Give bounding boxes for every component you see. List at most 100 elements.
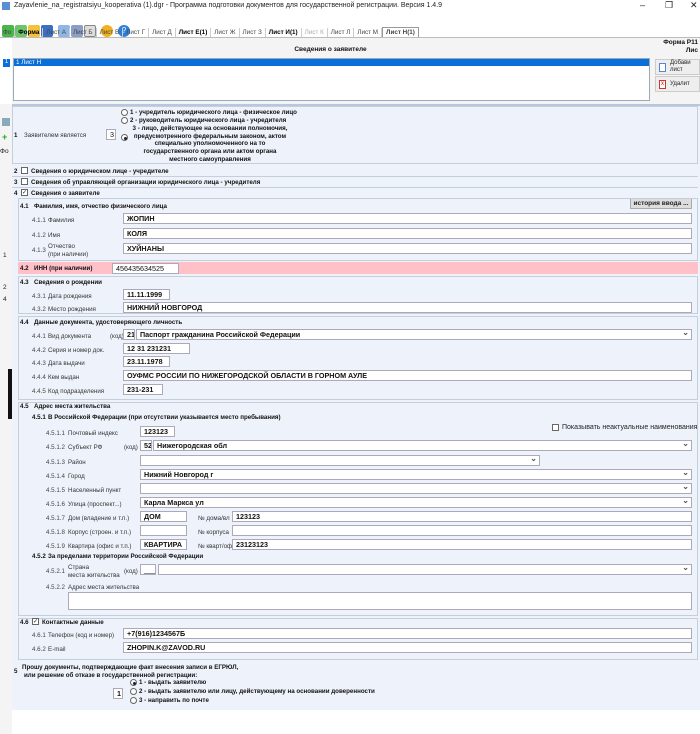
sheet-list[interactable]: 1 Лист Н — [13, 58, 650, 101]
section-4-label: Сведения о заявителе — [31, 190, 100, 197]
house-number-input[interactable]: 123123 — [232, 511, 692, 522]
region-select[interactable]: Нижегородская обл — [153, 440, 692, 451]
applicant-type-radio-1[interactable] — [121, 109, 128, 116]
delivery-radio-3[interactable] — [130, 697, 137, 704]
region-code[interactable]: 52 — [140, 440, 152, 451]
section-3-checkbox[interactable] — [21, 178, 28, 185]
add-icon[interactable]: + — [2, 132, 8, 142]
patronymic-input[interactable]: ХУЙНАНЫ — [123, 243, 692, 254]
section-label: За пределами территории Российской Федер… — [48, 553, 204, 560]
divider — [12, 176, 698, 177]
help-icon[interactable]: ? — [118, 25, 130, 37]
new-icon[interactable] — [2, 25, 14, 37]
code-label: (код) — [124, 568, 138, 575]
building-number-input[interactable] — [232, 525, 692, 536]
issue-date-input[interactable]: 23.11.1978 — [123, 356, 170, 367]
delivery-radio-1[interactable] — [130, 679, 137, 686]
left-tab: Фо — [0, 148, 9, 155]
flat-number-label: № кварт/оф — [198, 543, 233, 550]
option-label: 2 - выдать заявителю или лицу, действующ… — [139, 688, 375, 695]
mail-icon[interactable] — [84, 25, 96, 37]
tab-7[interactable]: Лист Е(1) — [176, 28, 212, 37]
section-4-1 — [18, 198, 698, 261]
section-2-checkbox[interactable] — [21, 167, 28, 174]
save-icon[interactable] — [41, 25, 53, 37]
tab-0[interactable]: Фо — [0, 28, 16, 37]
locality-label: Населенный пункт — [68, 487, 122, 494]
delete-sheet-label: Удалит — [670, 81, 690, 87]
field-num: 4.6.2 — [32, 646, 46, 653]
applicant-type-radio-2[interactable] — [121, 117, 128, 124]
send-icon[interactable] — [71, 25, 83, 37]
birth-date-input[interactable]: 11.11.1999 — [123, 289, 170, 300]
new-copy-icon[interactable] — [15, 25, 27, 37]
city-select[interactable]: Нижний Новгород г — [140, 469, 692, 480]
email-input[interactable]: ZHOPIN.K@ZAVOD.RU — [123, 642, 692, 653]
option-label: 3 - направить по почте — [139, 697, 209, 704]
applicant-type-radio-3[interactable] — [121, 134, 128, 141]
left-row-num: 1 — [3, 252, 7, 259]
applicant-type-code[interactable]: 3 — [106, 129, 116, 140]
doc-type-select[interactable]: Паспорт гражданина Российской Федерации — [136, 329, 692, 340]
flat-type-input[interactable]: КВАРТИРА — [140, 539, 187, 550]
country-code[interactable]: ___ — [140, 564, 156, 575]
country-select[interactable] — [158, 564, 692, 575]
surname-input[interactable]: ЖОПИН — [123, 213, 692, 224]
list-item[interactable]: 1 Лист Н — [14, 59, 649, 66]
district-label: Район — [68, 459, 86, 466]
section-label: Адрес места жительства — [34, 403, 111, 410]
tab-1[interactable]: Форма — [15, 28, 44, 37]
email-label: E-mail — [48, 646, 66, 653]
show-inactive-checkbox[interactable] — [552, 424, 559, 431]
add-sheet-button[interactable]: Добави лист — [655, 59, 700, 75]
house-type-input[interactable]: ДОМ — [140, 511, 187, 522]
birth-place-input[interactable]: НИЖНИЙ НОВГОРОД — [123, 302, 692, 313]
dept-code-input[interactable]: 231-231 — [123, 384, 163, 395]
tab-8[interactable]: Лист Ж — [211, 28, 240, 37]
tab-10[interactable]: Лист И(1) — [266, 28, 302, 37]
delete-sheet-button[interactable]: x Удалит — [655, 76, 700, 92]
tab-2[interactable]: Лист А — [43, 28, 70, 37]
issued-by-input[interactable]: ОУФМС РОССИИ ПО НИЖЕГОРОДСКОЙ ОБЛАСТИ В … — [123, 370, 692, 381]
tab-9[interactable]: Лист З — [240, 28, 266, 37]
name-input[interactable]: КОЛЯ — [123, 228, 692, 239]
section-num: 4.5.2 — [32, 553, 46, 560]
section-5-label: или решение об отказе в государственной … — [24, 672, 198, 679]
code-label: (код) — [110, 333, 124, 340]
contacts-checkbox[interactable]: ✓ — [32, 618, 39, 625]
maximize-button[interactable]: ❐ — [665, 0, 674, 10]
tab-12[interactable]: Лист Л — [328, 28, 355, 37]
delivery-radio-2[interactable] — [130, 688, 137, 695]
tab-4[interactable]: Лист В — [97, 28, 124, 37]
locality-select[interactable] — [140, 483, 692, 494]
doc-type-code[interactable]: 21 — [123, 329, 135, 340]
section-4-checkbox[interactable]: ✓ — [21, 189, 28, 196]
minimize-button[interactable]: – — [640, 0, 646, 10]
tab-13[interactable]: Лист М — [354, 28, 383, 37]
tab-6[interactable]: Лист Д — [149, 28, 176, 37]
tab-5[interactable]: Лист Г — [123, 28, 150, 37]
doc-number-label: Серия и номер док. — [48, 347, 105, 354]
district-select[interactable] — [140, 455, 540, 466]
section-num: 4.6 — [20, 619, 29, 626]
tab-11[interactable]: Лист К — [302, 28, 328, 37]
phone-input[interactable]: +7(916)1234567Б — [123, 628, 692, 639]
phone-label: Телефон (код и номер) — [48, 632, 115, 639]
foreign-address-textarea[interactable] — [68, 592, 692, 610]
doc-type-label: Вид документа — [48, 333, 92, 340]
close-button[interactable]: ✕ — [690, 0, 698, 10]
tab-3[interactable]: Лист Б — [70, 28, 97, 37]
doc-number-input[interactable]: 12 31 231231 — [123, 343, 190, 354]
field-num: 4.1.1 — [32, 217, 46, 224]
street-select[interactable]: Карла Маркса ул — [140, 497, 692, 508]
settings-gear-icon[interactable] — [101, 25, 113, 37]
add-sheet-label: Добави лист — [670, 60, 691, 73]
building-type-input[interactable] — [140, 525, 187, 536]
tab-14[interactable]: Лист Н(1) — [382, 27, 419, 37]
flat-number-input[interactable]: 23123123 — [232, 539, 692, 550]
delivery-code[interactable]: 1 — [113, 688, 123, 699]
open-folder-icon[interactable] — [28, 25, 40, 37]
export-icon[interactable] — [58, 25, 70, 37]
postcode-input[interactable]: 123123 — [140, 426, 175, 437]
inn-input[interactable]: 456435634525 — [112, 263, 179, 274]
